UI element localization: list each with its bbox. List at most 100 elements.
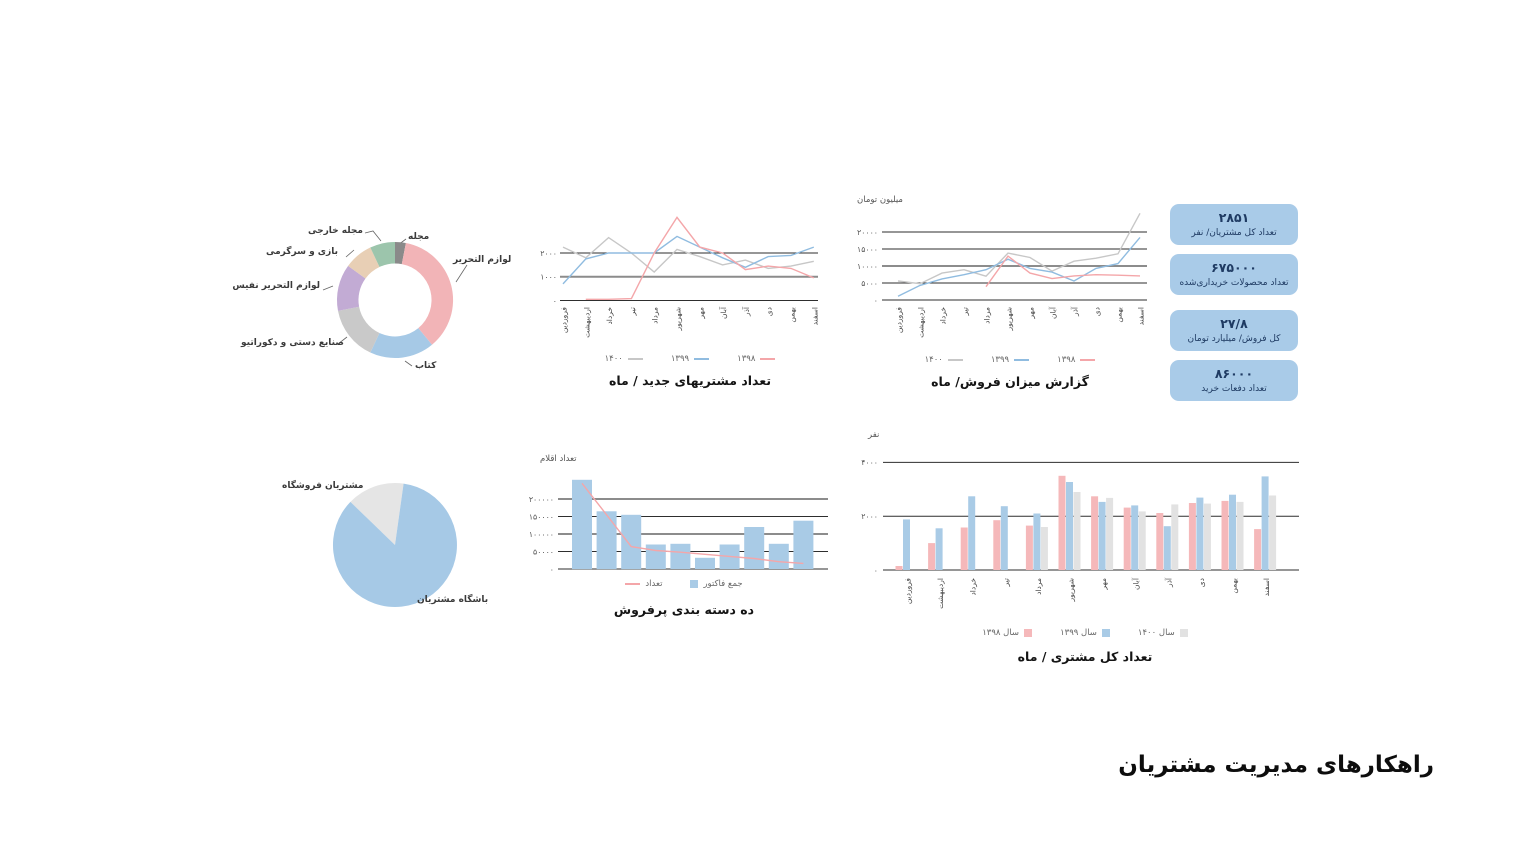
y-tick-label: ۲۰۰۰ [540, 249, 557, 258]
stat-label: تعداد محصولات خریداری‌شده [1179, 278, 1289, 288]
bar-جمع فاکتور [645, 544, 666, 569]
bar-جمع فاکتور [621, 514, 642, 570]
bar-سال ۱۴۰۰ [1040, 527, 1048, 570]
y-tick-label: ۲۰۰۰ [861, 512, 878, 521]
legend-swatch [1014, 359, 1030, 361]
x-month-label: آبان [1131, 577, 1141, 590]
leader-line [455, 264, 468, 283]
bar-سال ۱۳۹۸ [993, 520, 1001, 570]
kpi-cards: ۲۸۵۱ تعداد کل مشتریان/ نفر ۶۷۵۰۰۰ تعداد … [1170, 204, 1298, 410]
legend-swatch [1179, 629, 1188, 637]
x-month-label: اسفند [1137, 307, 1146, 325]
y-tick-label: ۵۰۰۰ [861, 279, 878, 288]
legend-swatch [625, 583, 641, 585]
pie-label-customer-club: باشگاه مشتریان [417, 595, 489, 605]
legend-item-1399: سال ۱۳۹۹ [1060, 628, 1110, 638]
legend-label: ۱۴۰۰ [924, 355, 943, 365]
y-tick-label: ۴۰۰۰ [861, 458, 878, 467]
stat-card-total-sales: ۲۷/۸ کل فروش/ میلیارد تومان [1170, 310, 1298, 351]
total-customers-y-unit-label: نفر [868, 430, 880, 440]
total-customers-svg: ۰ ۲۰۰۰ ۴۰۰۰ فروردین اردیبهشت خرداد تیر مرداد شهر… [861, 458, 1299, 609]
x-month-label: شهریور [1067, 578, 1076, 602]
stat-label: تعداد کل مشتریان/ نفر [1191, 228, 1277, 238]
y-tick-label: ۰ [550, 565, 554, 574]
new-customers-legend: ۱۴۰۰ ۱۳۹۹ ۱۳۹۸ [540, 353, 840, 365]
x-month-label: بهمن [788, 307, 797, 323]
x-month-label: بهمن [1115, 307, 1124, 323]
page-title: راهکارهای مدیریت مشتریان [1118, 752, 1434, 778]
legend-item-1398: ۱۳۹۸ [1057, 355, 1096, 365]
legend-item-1400: ۱۴۰۰ [605, 354, 643, 364]
donut-label-handicrafts: صنایع دستی و دکوراتیو [241, 338, 344, 348]
y-tick-label: ۱۰۰۰ [540, 273, 557, 282]
bar-سال ۱۳۹۸ [1188, 503, 1196, 570]
stat-card-purchase-count: ۸۶۰۰۰ تعداد دفعات خرید [1170, 360, 1298, 401]
bar-سال ۱۳۹۸ [1025, 525, 1033, 570]
top-categories-title: ده دسته بندی پرفروش [613, 602, 755, 617]
slice-مجله [395, 241, 406, 265]
series-line-تعداد [581, 482, 804, 565]
bar-جمع فاکتور [596, 511, 617, 570]
x-month-label: مهر [1099, 578, 1108, 591]
legend-label: تعداد [645, 579, 663, 589]
y-tick-label: ۱۰۰۰۰۰ [529, 530, 554, 539]
bar-سال ۱۳۹۹ [1131, 505, 1139, 570]
x-month-label: دی [1197, 578, 1206, 587]
bar-سال ۱۴۰۰ [1171, 504, 1179, 570]
new-customers-svg: ۰ ۱۰۰۰ ۲۰۰۰ فروردین اردیبهشت خرداد تیر مرداد شهر… [540, 216, 819, 338]
leader-line [345, 249, 355, 258]
sales-chart: میلیون تومان ۰ ۵۰۰۰ ۱۰۰۰۰ ۱۵۰۰۰ ۲۰۰۰۰ فروردین… [850, 190, 1170, 389]
stat-value: ۲۷/۸ [1220, 316, 1248, 331]
slice-لوازم التحریر نفیس [336, 265, 366, 311]
bar-سال ۱۳۹۸ [1221, 500, 1229, 570]
x-month-label: فروردین [904, 578, 913, 605]
leader-line [337, 336, 348, 345]
series-line-۱۳۹۹ [562, 235, 815, 285]
new-customers-chart: ۰ ۱۰۰۰ ۲۰۰۰ فروردین اردیبهشت خرداد تیر مرداد شهر… [540, 195, 840, 388]
slice-کتاب [370, 328, 432, 359]
x-month-label: مرداد [651, 307, 660, 324]
donut-label-magazine: مجله [408, 232, 430, 242]
slice-باشگاه مشتریان [332, 483, 457, 607]
donut-label-foreign-magazine: مجله خارجی [308, 226, 363, 236]
bar-سال ۱۴۰۰ [1269, 495, 1277, 570]
x-month-label: تیر [1001, 578, 1010, 588]
bar-سال ۱۳۹۸ [1058, 475, 1066, 570]
legend-label: سال ۱۳۹۸ [982, 628, 1020, 638]
bar-سال ۱۳۹۸ [1156, 513, 1164, 570]
stat-card-products-bought: ۶۷۵۰۰۰ تعداد محصولات خریداری‌شده [1170, 254, 1298, 295]
top-categories-svg: ۰ ۵۰۰۰۰ ۱۰۰۰۰۰ ۱۵۰۰۰۰ ۲۰۰۰۰۰ [529, 479, 828, 574]
legend-label: ۱۳۹۸ [1057, 355, 1076, 365]
donut-svg [322, 230, 468, 367]
sales-svg: ۰ ۵۰۰۰ ۱۰۰۰۰ ۱۵۰۰۰ ۲۰۰۰۰ فروردین اردیبهشت خرداد… [857, 212, 1147, 338]
legend-label: جمع فاکتور [703, 579, 743, 589]
legend-swatch [947, 359, 963, 361]
product-categories-donut-chart: مجله لوازم التحریر کتاب صنایع دستی و دکو… [232, 215, 512, 395]
leader-line [364, 230, 382, 242]
legend-label: ۱۳۹۹ [990, 355, 1010, 365]
total-customers-title: تعداد کل مشتری / ماه [1017, 649, 1153, 664]
y-tick-label: ۰ [874, 296, 878, 305]
stat-card-total-customers: ۲۸۵۱ تعداد کل مشتریان/ نفر [1170, 204, 1298, 245]
x-month-label: آبان [718, 306, 728, 319]
legend-item-1398: سال ۱۳۹۸ [982, 628, 1033, 638]
stat-value: ۲۸۵۱ [1218, 210, 1250, 225]
donut-label-stationery: لوازم التحریر [453, 255, 512, 265]
leader-line [404, 360, 413, 367]
stat-label: تعداد دفعات خرید [1201, 384, 1267, 394]
bar-سال ۱۴۰۰ [1073, 492, 1081, 570]
new-customers-title: تعداد مشتریهای جدید / ماه [608, 373, 772, 388]
x-month-label: خرداد [969, 578, 978, 596]
series-line-۱۳۹۸ [585, 216, 815, 301]
legend-swatch [1080, 359, 1096, 361]
bar-جمع فاکتور [670, 543, 691, 569]
x-month-label: تیر [628, 307, 637, 317]
slice-مجله خارجی [370, 241, 395, 267]
sales-title: گزارش میزان فروش/ ماه [931, 374, 1089, 389]
y-tick-label: ۱۵۰۰۰۰ [529, 512, 554, 521]
y-tick-label: ۵۰۰۰۰ [533, 547, 554, 556]
total-customers-legend: سال ۱۳۹۸ سال ۱۳۹۹ سال ۱۴۰۰ [855, 627, 1315, 639]
slice-صنایع دستی و دکوراتیو [338, 306, 380, 353]
legend-swatch [1024, 629, 1033, 637]
bar-جمع فاکتور [695, 557, 715, 569]
